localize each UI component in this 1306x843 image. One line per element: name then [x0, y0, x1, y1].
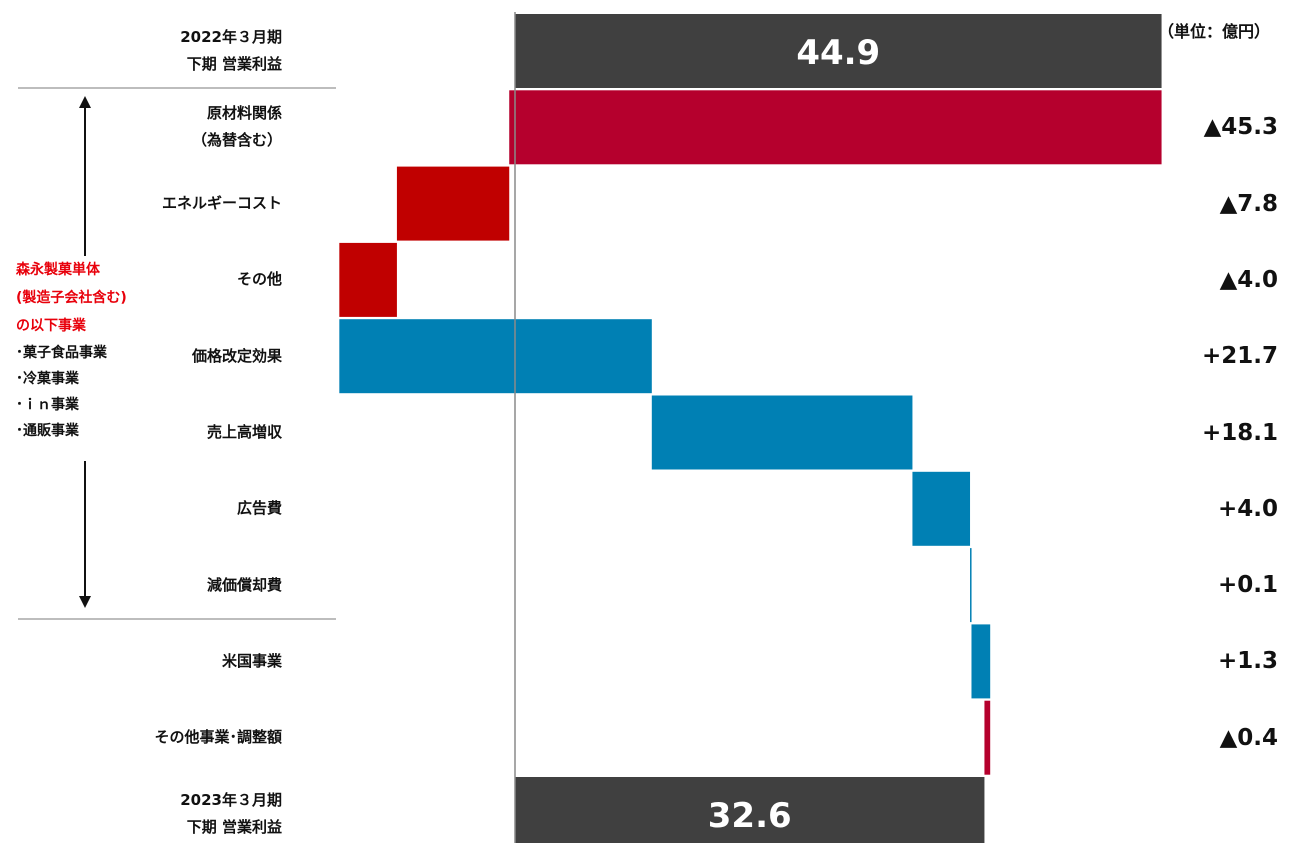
- category-label-line: エネルギーコスト: [161, 194, 282, 213]
- unit-label: （単位：億円）: [1158, 22, 1271, 41]
- step-value-label: ▲7.8: [1219, 190, 1278, 217]
- waterfall-bar: [651, 395, 913, 470]
- step-value-label: ▲0.4: [1219, 724, 1278, 751]
- divider-top: [18, 87, 336, 89]
- category-label: その他事業･調整額: [0, 724, 282, 751]
- start-total-bar: [515, 14, 1162, 88]
- step-value-label: ▲4.0: [1219, 266, 1278, 293]
- step-value-label: +21.7: [1201, 343, 1278, 370]
- scope-range-arrow: [79, 96, 91, 608]
- waterfall-bar: [396, 166, 510, 241]
- category-label-line: その他事業･調整額: [154, 728, 282, 747]
- end-total-value: 32.6: [708, 796, 792, 836]
- category-label: 売上高増収: [0, 419, 282, 446]
- category-label: 減価償却費: [0, 572, 282, 599]
- scope-note: 森永製菓単体 (製造子会社含む) の以下事業 ･菓子食品事業 ･冷菓事業 ･ｉｎ…: [16, 256, 186, 444]
- category-label-line: 広告費: [236, 499, 282, 518]
- waterfall-bar: [339, 242, 397, 317]
- step-value-label: ▲45.3: [1203, 114, 1278, 141]
- waterfall-bar: [970, 548, 972, 623]
- scope-item: ･通販事業: [16, 423, 79, 439]
- category-label: 2022年３月期 下期 営業利益: [0, 24, 282, 78]
- category-label-line: 下期 営業利益: [186, 818, 282, 836]
- category-label-line: 価格改定効果: [191, 346, 282, 365]
- category-label: 米国事業: [0, 648, 282, 675]
- divider-bottom: [18, 618, 336, 620]
- scope-item: ･冷菓事業: [16, 371, 79, 387]
- step-value-label: +1.3: [1217, 648, 1278, 675]
- category-label-line: 減価償却費: [206, 575, 282, 594]
- step-value-label: +0.1: [1217, 572, 1278, 599]
- end-total-bar: [515, 777, 985, 843]
- category-label: その他: [0, 266, 282, 293]
- category-label-line: （為替含む）: [191, 131, 282, 150]
- category-label-line: 2022年３月期: [180, 28, 282, 46]
- waterfall-bar: [984, 700, 991, 775]
- step-value-label: +18.1: [1201, 419, 1278, 446]
- category-label: エネルギーコスト: [0, 190, 282, 217]
- scope-note-line: の以下事業: [16, 318, 86, 334]
- step-value-label: +4.0: [1217, 495, 1278, 522]
- category-label: 原材料関係 （為替含む）: [0, 100, 282, 154]
- waterfall-bar: [971, 624, 991, 699]
- category-label: 広告費: [0, 495, 282, 522]
- category-label-line: 2023年３月期: [180, 791, 282, 809]
- waterfall-bar: [912, 471, 971, 546]
- scope-note-line: 森永製菓単体: [16, 262, 100, 278]
- scope-item: ･菓子食品事業: [16, 345, 107, 361]
- category-label-line: 原材料関係: [206, 104, 282, 123]
- category-label: 2023年３月期 下期 営業利益: [0, 787, 282, 841]
- scope-item: ･ｉｎ事業: [16, 397, 79, 413]
- start-total-value: 44.9: [796, 33, 880, 73]
- waterfall-bar: [509, 90, 1162, 165]
- category-label: 価格改定効果: [0, 343, 282, 370]
- category-label-line: 売上高増収: [206, 423, 282, 441]
- waterfall-bar: [339, 319, 652, 394]
- scope-note-line: (製造子会社含む): [16, 290, 127, 306]
- category-label-line: 下期 営業利益: [186, 55, 282, 73]
- category-label-line: その他: [236, 270, 282, 289]
- category-label-line: 米国事業: [221, 651, 282, 670]
